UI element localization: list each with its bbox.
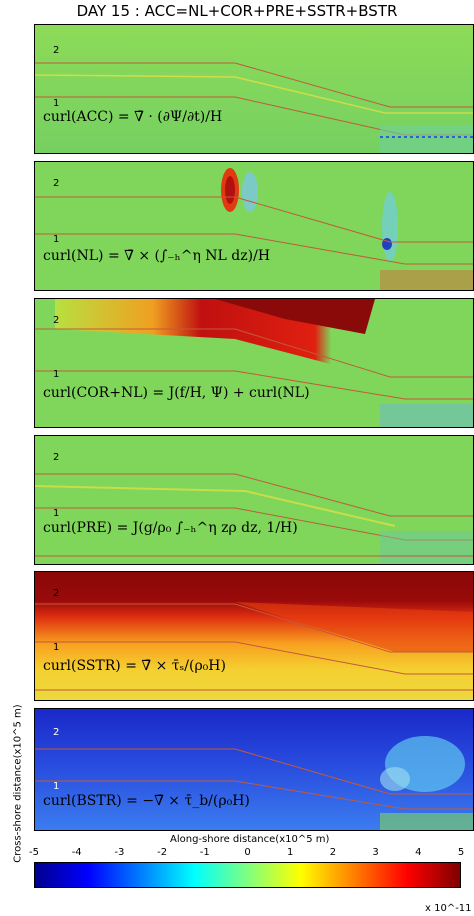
panel-bstr-field [35, 709, 473, 830]
colorbar-tick: 3 [372, 847, 379, 858]
y-tick-1: 1 [53, 234, 60, 245]
y-tick-1: 1 [53, 508, 60, 519]
panel-acc-field [35, 25, 473, 153]
panel-pre: 2 1 curl(PRE) = J(g/ρ₀ ∫₋ₕ^η zρ dz, 1/H) [34, 435, 474, 565]
y-tick-1: 1 [53, 642, 60, 653]
panel-cor-nl-field [35, 299, 473, 427]
y-tick-2: 2 [53, 315, 60, 326]
panel-sstr-field [35, 572, 473, 700]
colorbar-tick: 2 [329, 847, 337, 858]
panel-cor-nl: 2 1 curl(COR+NL) = J(f/H, Ψ) + curl(NL) [34, 298, 474, 428]
panel-nl-field [35, 162, 473, 290]
y-tick-2: 2 [53, 178, 60, 189]
panel-pre-field [35, 436, 473, 564]
colorbar-tick: -5 [29, 847, 39, 858]
colorbar-tick: -4 [71, 847, 82, 858]
y-tick-2: 2 [53, 452, 60, 463]
y-tick-1: 1 [53, 369, 60, 380]
y-tick-2: 2 [53, 727, 60, 738]
equation-sstr: curl(SSTR) = ∇̄ × τ̄ₛ/(ρ₀H) [43, 658, 226, 674]
chart-title: DAY 15 : ACC=NL+COR+PRE+SSTR+BSTR [76, 2, 398, 20]
equation-acc: curl(ACC) = ∇̄ · (∂Ψ/∂t)/H [43, 109, 223, 125]
colorbar-tick: -1 [199, 847, 210, 858]
colorbar-tick: 0 [244, 847, 251, 858]
equation-pre: curl(PRE) = J(g/ρ₀ ∫₋ₕ^η zρ dz, 1/H) [43, 520, 298, 536]
y-tick-1: 1 [53, 781, 60, 792]
colorbar [34, 862, 461, 888]
x-axis-label: Along-shore distance(x10^5 m) [170, 834, 330, 845]
colorbar-gradient [35, 863, 460, 887]
colorbar-tick: -3 [114, 847, 125, 858]
equation-bstr: curl(BSTR) = −∇̄ × τ̄_b/(ρ₀H) [43, 793, 250, 809]
colorbar-scale: x 10^-11 [425, 903, 472, 914]
colorbar-tick: -2 [157, 847, 168, 858]
equation-nl: curl(NL) = ∇̄ × (∫₋ₕ^η NL dz)/H [43, 248, 271, 264]
y-tick-2: 2 [53, 45, 60, 56]
equation-cor-nl: curl(COR+NL) = J(f/H, Ψ) + curl(NL) [43, 385, 310, 401]
colorbar-tick: 4 [415, 847, 422, 858]
y-tick-2: 2 [53, 588, 60, 599]
panel-acc: 2 1 curl(ACC) = ∇̄ · (∂Ψ/∂t)/H [34, 24, 474, 154]
y-axis-label: Cross-shore distance(x10^5 m) [12, 704, 24, 863]
colorbar-tick: 5 [457, 847, 465, 858]
colorbar-tick: 1 [287, 847, 294, 858]
panel-nl: 2 1 curl(NL) = ∇̄ × (∫₋ₕ^η NL dz)/H [34, 161, 474, 291]
panel-sstr: 2 1 curl(SSTR) = ∇̄ × τ̄ₛ/(ρ₀H) [34, 571, 474, 701]
panel-bstr: 2 1 curl(BSTR) = −∇̄ × τ̄_b/(ρ₀H) [34, 708, 474, 831]
y-tick-1: 1 [53, 98, 60, 109]
